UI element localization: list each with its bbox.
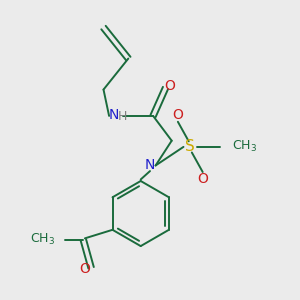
Text: O: O: [197, 172, 208, 186]
Text: N: N: [145, 158, 155, 172]
Text: O: O: [80, 262, 90, 276]
Text: O: O: [172, 108, 183, 122]
Text: S: S: [185, 140, 195, 154]
Text: O: O: [164, 80, 175, 94]
Text: N: N: [108, 108, 118, 122]
Text: H: H: [118, 110, 128, 123]
Text: CH$_3$: CH$_3$: [30, 232, 55, 248]
Text: CH$_3$: CH$_3$: [232, 140, 257, 154]
